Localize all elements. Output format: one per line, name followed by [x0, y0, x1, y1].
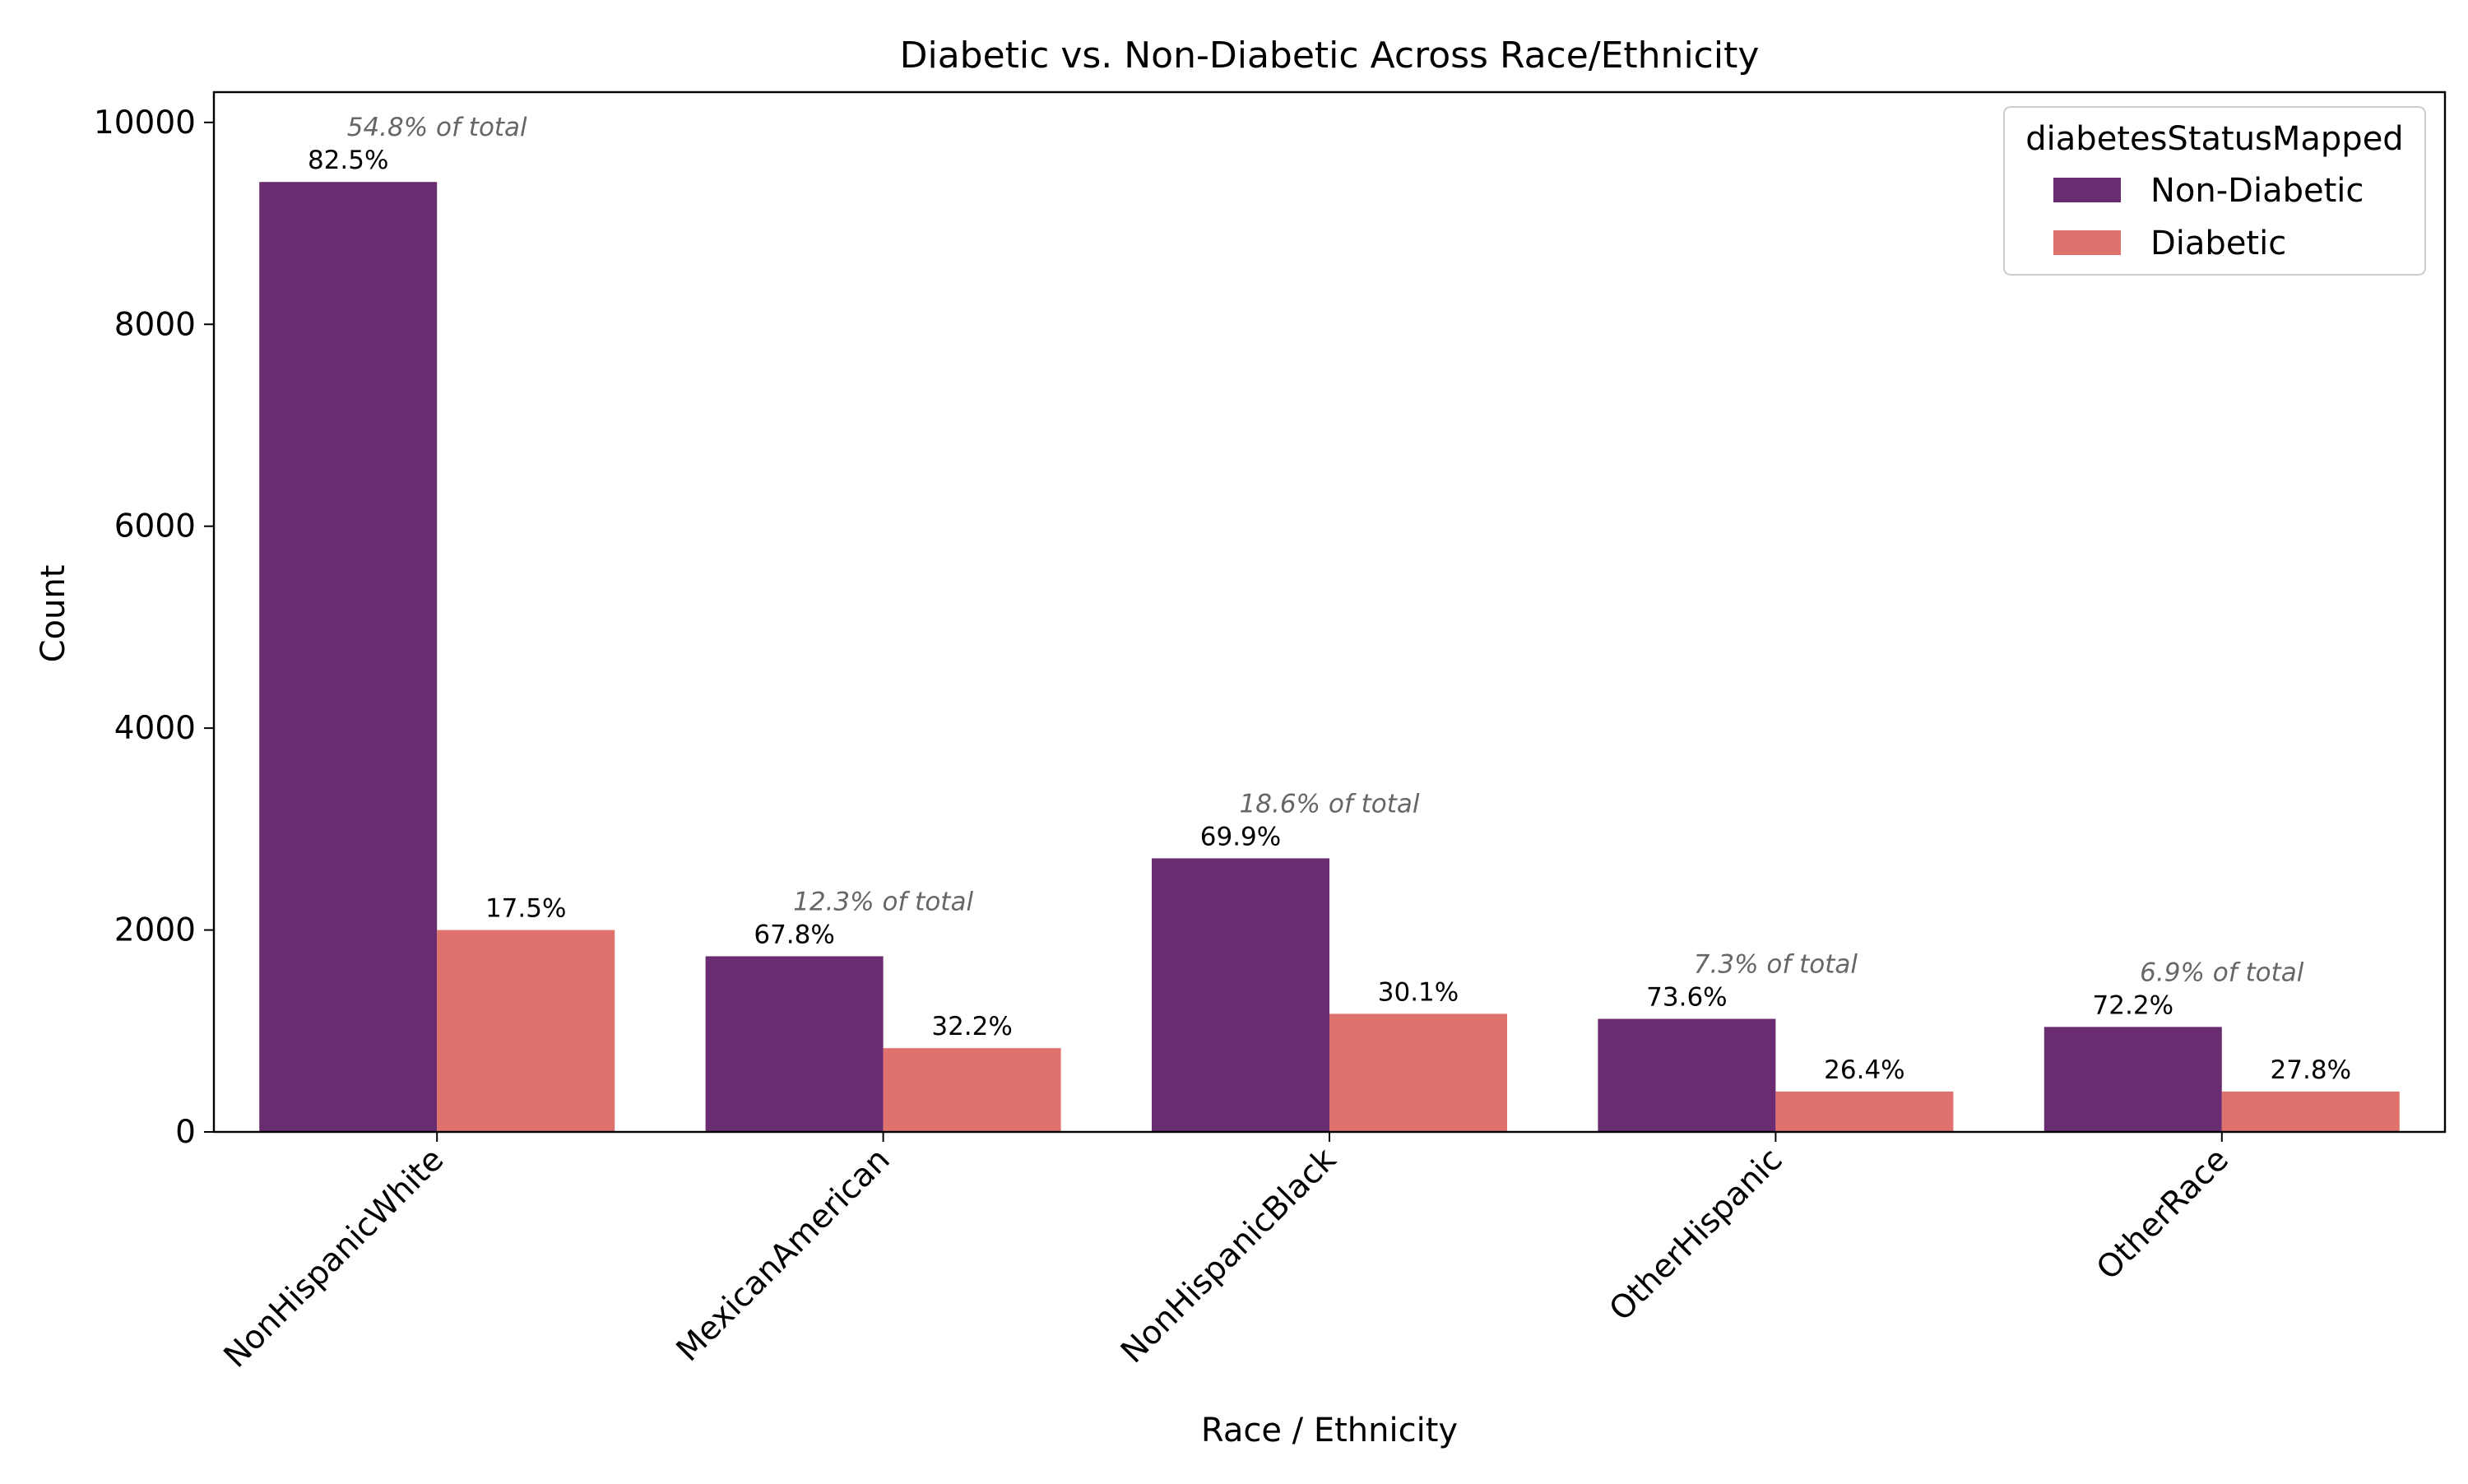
bars-layer [259, 182, 2400, 1132]
data-label: 73.6% [1646, 983, 1727, 1013]
data-label: 72.2% [2093, 990, 2173, 1020]
y-tick-label: 6000 [114, 508, 196, 545]
group-total-annotation: 6.9% of total [2140, 958, 2304, 987]
data-label: 27.8% [2271, 1055, 2351, 1085]
bar-diabetic-NonHispanicWhite [437, 930, 615, 1132]
data-label: 32.2% [931, 1012, 1012, 1041]
x-axis-label: Race / Ethnicity [1201, 1412, 1458, 1449]
y-tick-label: 0 [175, 1114, 196, 1151]
bar-non-diabetic-NonHispanicBlack [1152, 858, 1329, 1132]
group-total-annotation: 12.3% of total [793, 887, 973, 916]
chart-title: Diabetic vs. Non-Diabetic Across Race/Et… [900, 35, 1760, 77]
bar-non-diabetic-OtherRace [2044, 1027, 2222, 1132]
legend: diabetesStatusMapped Non-Diabetic Diabet… [2003, 106, 2426, 276]
x-tick-label: OtherHispanic [1603, 1141, 1790, 1329]
bar-non-diabetic-NonHispanicWhite [259, 182, 438, 1132]
data-label: 67.8% [754, 920, 834, 949]
data-label: 82.5% [308, 146, 388, 175]
y-tick-label: 2000 [114, 912, 196, 949]
legend-label-diabetic: Diabetic [2150, 225, 2286, 262]
data-label: 17.5% [485, 894, 566, 924]
y-axis-label: Count [35, 565, 72, 663]
x-tick-label: NonHispanicWhite [217, 1141, 451, 1375]
group-total-annotation: 18.6% of total [1240, 789, 1420, 819]
bar-non-diabetic-MexicanAmerican [705, 956, 884, 1132]
axes-layer: NonHispanicWhite MexicanAmerican NonHispan… [94, 90, 2447, 1375]
data-label: 30.1% [1378, 977, 1459, 1007]
group-total-annotation: 54.8% of total [347, 113, 527, 142]
bar-diabetic-MexicanAmerican [883, 1048, 1061, 1132]
legend-label-non-diabetic: Non-Diabetic [2150, 172, 2364, 210]
y-tick-label: 10000 [94, 104, 196, 141]
y-tick-label: 8000 [114, 306, 196, 343]
group-total-annotation: 7.3% of total [1694, 950, 1858, 980]
legend-swatch-diabetic [2053, 230, 2121, 255]
bar-diabetic-OtherRace [2221, 1091, 2400, 1132]
legend-swatch-non-diabetic [2053, 178, 2121, 202]
x-tick-label: NonHispanicBlack [1114, 1141, 1343, 1370]
bar-diabetic-OtherHispanic [1775, 1091, 1954, 1132]
x-tick-label: OtherRace [2090, 1141, 2236, 1287]
data-label: 69.9% [1200, 822, 1281, 851]
bar-non-diabetic-OtherHispanic [1598, 1018, 1776, 1132]
legend-title: diabetesStatusMapped [2025, 120, 2403, 158]
x-tick-label: MexicanAmerican [670, 1141, 898, 1369]
data-label: 26.4% [1824, 1055, 1904, 1085]
bar-diabetic-NonHispanicBlack [1329, 1013, 1507, 1132]
plot-frame [212, 90, 2447, 1134]
y-tick-label: 4000 [114, 710, 196, 747]
data-labels-layer: 82.5% 17.5% 54.8% of total 67.8% 32.2% 12.3% … [308, 113, 2351, 1085]
